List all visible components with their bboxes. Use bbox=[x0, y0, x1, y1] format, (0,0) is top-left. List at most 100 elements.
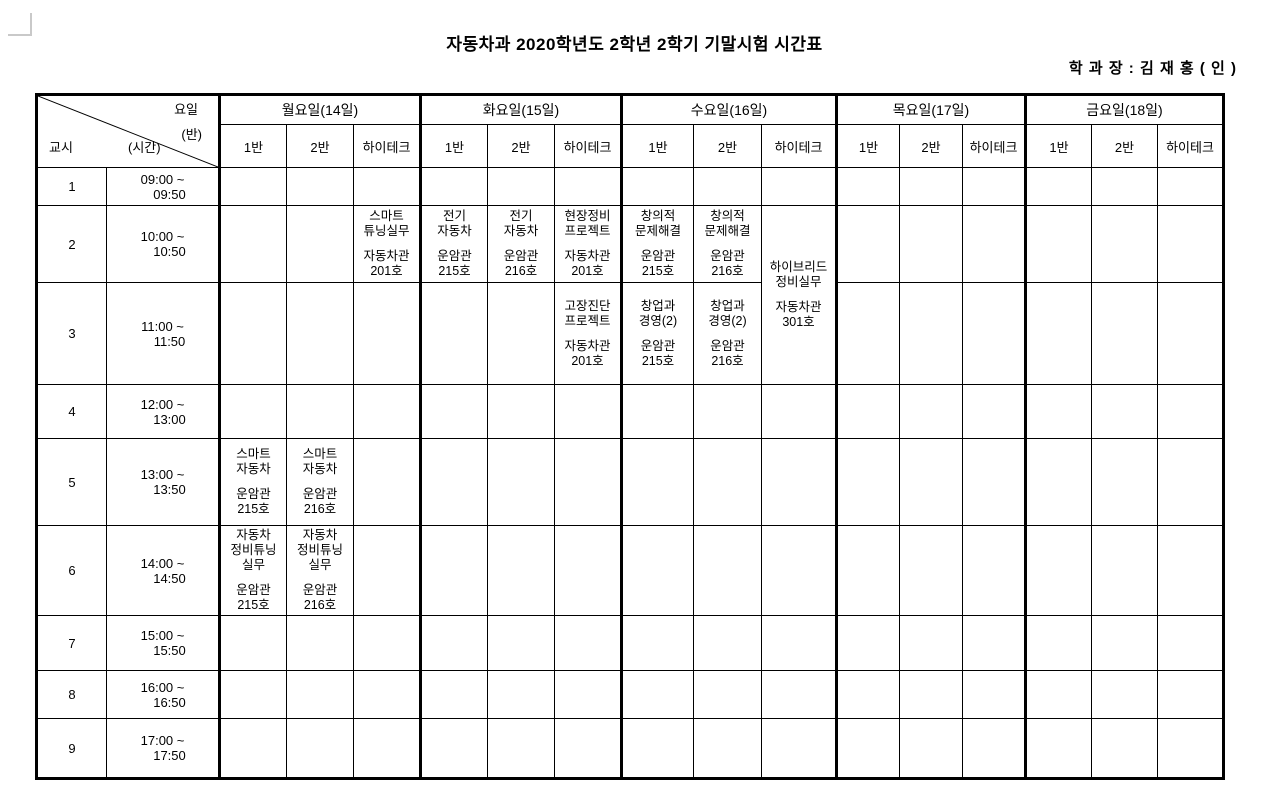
exam-cell-fri-hitech-p4 bbox=[1157, 384, 1224, 439]
exam-entry-line: 창의적 bbox=[710, 209, 745, 223]
period-time-5: 13:00 ~13:50 bbox=[106, 438, 220, 526]
exam-cell-tue-2ban-p4 bbox=[487, 384, 555, 439]
exam-cell-wed-1ban-p2: 창의적 문제해결 운암관 215호 bbox=[620, 205, 694, 283]
class-header-tue-1ban: 1반 bbox=[419, 124, 488, 168]
exam-cell-fri-1ban-p8 bbox=[1024, 670, 1092, 719]
exam-cell-fri-2ban-p1 bbox=[1091, 167, 1158, 206]
exam-entry-line: 자동차관 bbox=[775, 300, 822, 314]
exam-cell-tue-1ban-p9 bbox=[419, 718, 488, 779]
exam-entry-line: 튜닝실무 bbox=[363, 224, 410, 238]
exam-entry-line: 실무 bbox=[308, 558, 332, 572]
exam-cell-mon-1ban-p7 bbox=[218, 615, 287, 671]
exam-cell-mon-hitech-p8 bbox=[353, 670, 421, 719]
period-time-1: 09:00 ~09:50 bbox=[106, 167, 220, 206]
exam-cell-fri-2ban-p8 bbox=[1091, 670, 1158, 719]
exam-cell-mon-1ban-p9 bbox=[218, 718, 287, 779]
exam-cell-wed-2ban-p7 bbox=[693, 615, 762, 671]
exam-entry-line bbox=[763, 290, 836, 300]
exam-cell-fri-hitech-p5 bbox=[1157, 438, 1224, 526]
exam-cell-wed-1ban-p5 bbox=[620, 438, 694, 526]
period-time-3: 11:00 ~11:50 bbox=[106, 282, 220, 385]
exam-cell-fri-1ban-p4 bbox=[1024, 384, 1092, 439]
exam-entry-line: 전기 bbox=[442, 209, 466, 223]
exam-cell-fri-hitech-p8 bbox=[1157, 670, 1224, 719]
exam-entry-line: 정비튜닝 bbox=[230, 543, 277, 557]
exam-cell-tue-1ban-p5 bbox=[419, 438, 488, 526]
exam-entry-line: 운암관 bbox=[640, 338, 676, 353]
exam-entry-line: 하이브리드 bbox=[769, 260, 828, 274]
exam-cell-fri-hitech-p2 bbox=[1157, 205, 1224, 283]
exam-cell-fri-1ban-p5 bbox=[1024, 438, 1092, 526]
class-header-fri-1ban: 1반 bbox=[1024, 124, 1092, 168]
period-time-9: 17:00 ~17:50 bbox=[106, 718, 220, 779]
exam-cell-fri-1ban-p2 bbox=[1024, 205, 1092, 283]
exam-entry-line: 216호 bbox=[303, 598, 337, 612]
exam-cell-thu-hitech-p9 bbox=[962, 718, 1026, 779]
exam-cell-tue-hitech-p9 bbox=[554, 718, 622, 779]
exam-cell-wed-2ban-p3: 창업과 경영(2) 운암관 216호 bbox=[693, 282, 762, 385]
exam-entry-line bbox=[223, 477, 286, 487]
exam-cell-wed-1ban-p8 bbox=[620, 670, 694, 719]
exam-cell-thu-1ban-p1 bbox=[835, 167, 900, 206]
exam-entry-line bbox=[288, 573, 353, 583]
exam-entry-line: 전기 bbox=[509, 209, 533, 223]
corner-header-cell: 요일 (반) 교시 (시간) bbox=[36, 94, 220, 168]
exam-cell-wed-hitech-p1 bbox=[761, 167, 837, 206]
exam-cell-mon-hitech-p2: 스마트 튜닝실무 자동차관 201호 bbox=[353, 205, 421, 283]
exam-cell-thu-1ban-p8 bbox=[835, 670, 900, 719]
exam-cell-thu-2ban-p7 bbox=[899, 615, 963, 671]
exam-entry-line: 운암관 bbox=[236, 583, 271, 597]
exam-cell-fri-2ban-p3 bbox=[1091, 282, 1158, 385]
day-header-mon: 월요일(14일) bbox=[218, 94, 421, 125]
exam-cell-mon-2ban-p3 bbox=[286, 282, 354, 385]
exam-entry-line: 운암관 bbox=[503, 249, 539, 263]
class-header-thu-2ban: 2반 bbox=[899, 124, 963, 168]
exam-entry-line: 운암관 bbox=[710, 249, 745, 263]
exam-cell-wed-hitech-p7 bbox=[761, 615, 837, 671]
exam-entry-line: 215호 bbox=[641, 264, 675, 278]
exam-cell-wed-2ban-p8 bbox=[693, 670, 762, 719]
exam-cell-tue-2ban-p5 bbox=[487, 438, 555, 526]
exam-cell-fri-1ban-p6 bbox=[1024, 525, 1092, 616]
day-header-wed: 수요일(16일) bbox=[620, 94, 837, 125]
exam-cell-wed-2ban-p1 bbox=[693, 167, 762, 206]
exam-cell-mon-1ban-p2 bbox=[218, 205, 287, 283]
exam-cell-mon-2ban-p2 bbox=[286, 205, 354, 283]
exam-entry-line bbox=[556, 329, 621, 339]
period-number-6: 6 bbox=[36, 525, 107, 616]
exam-entry-line: 경영(2) bbox=[638, 313, 678, 328]
exam-cell-thu-1ban-p5 bbox=[835, 438, 900, 526]
corner-label-time: (시간) bbox=[128, 140, 161, 155]
page-corner-mark bbox=[8, 13, 32, 36]
class-header-wed-1ban: 1반 bbox=[620, 124, 694, 168]
exam-entry-line bbox=[223, 573, 286, 583]
exam-entry-line: 자동차관 bbox=[564, 249, 611, 263]
exam-entry-line bbox=[288, 477, 353, 487]
exam-cell-fri-2ban-p2 bbox=[1091, 205, 1158, 283]
exam-cell-tue-hitech-p3: 고장진단 프로젝트 자동차관 201호 bbox=[554, 282, 622, 385]
exam-cell-wed-hitech-p2: 하이브리드 정비실무 자동차관 301호 bbox=[761, 205, 837, 385]
class-header-fri-hitech: 하이테크 bbox=[1157, 124, 1224, 168]
exam-cell-fri-2ban-p4 bbox=[1091, 384, 1158, 439]
exam-entry-line: 215호 bbox=[641, 353, 675, 368]
exam-entry-line: 운암관 bbox=[236, 487, 271, 501]
exam-cell-tue-2ban-p2: 전기 자동차 운암관 216호 bbox=[487, 205, 555, 283]
period-time-6: 14:00 ~14:50 bbox=[106, 525, 220, 616]
exam-cell-tue-1ban-p2: 전기 자동차 운암관 215호 bbox=[419, 205, 488, 283]
exam-cell-wed-2ban-p6 bbox=[693, 525, 762, 616]
exam-cell-fri-1ban-p3 bbox=[1024, 282, 1092, 385]
exam-cell-mon-2ban-p7 bbox=[286, 615, 354, 671]
exam-cell-wed-1ban-p3: 창업과 경영(2) 운암관 215호 bbox=[620, 282, 694, 385]
exam-entry-line: 현장정비 bbox=[564, 209, 611, 223]
exam-cell-fri-hitech-p3 bbox=[1157, 282, 1224, 385]
period-number-5: 5 bbox=[36, 438, 107, 526]
exam-entry-line: 운암관 bbox=[710, 338, 745, 353]
exam-entry-line: 프로젝트 bbox=[564, 313, 611, 328]
corner-label-period: 교시 bbox=[49, 140, 73, 155]
dept-head-signature: 학 과 장 : 김 재 홍 ( 인 ) bbox=[1068, 60, 1237, 77]
exam-entry-line: 201호 bbox=[370, 264, 403, 278]
exam-entry-line bbox=[355, 239, 420, 249]
exam-cell-mon-1ban-p4 bbox=[218, 384, 287, 439]
exam-entry-line: 운암관 bbox=[302, 583, 338, 597]
exam-cell-mon-hitech-p1 bbox=[353, 167, 421, 206]
